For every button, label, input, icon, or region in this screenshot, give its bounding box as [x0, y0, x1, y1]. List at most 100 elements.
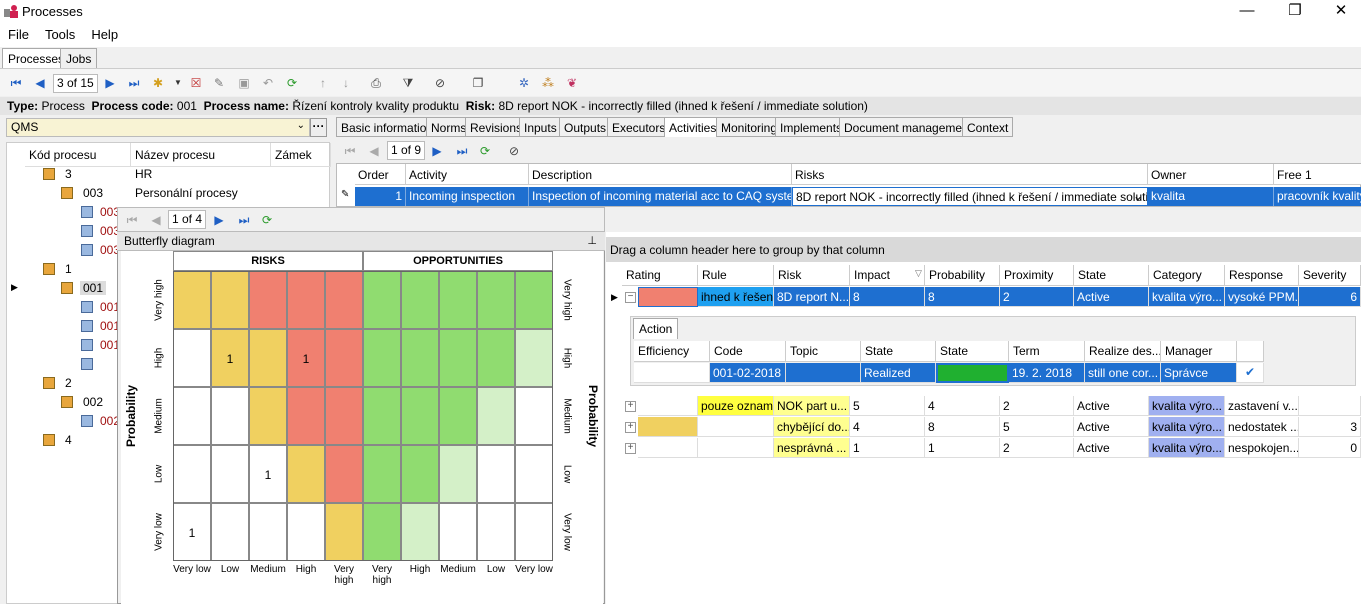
cell-probability[interactable]: 8 [925, 287, 1000, 307]
tree-row[interactable]: 001 [7, 298, 331, 317]
new-record-icon[interactable]: ✱ [152, 76, 164, 90]
cell-response[interactable]: vysoké PPM... [1225, 287, 1299, 307]
col-header-rule[interactable]: Rule [698, 265, 774, 286]
cell-category[interactable]: kvalita výro... [1149, 438, 1225, 458]
cell-proximity[interactable]: 2 [1000, 438, 1074, 458]
cell-impact[interactable]: 4 [850, 417, 925, 437]
col-header-probability[interactable]: Probability [925, 265, 1000, 286]
cell-rule[interactable] [698, 417, 774, 437]
last-record-icon[interactable]: ⏭ [128, 76, 140, 90]
attachment-icon[interactable]: ⊘ [434, 76, 446, 90]
cell-description[interactable]: Inspection of incoming material acc to C… [529, 187, 792, 206]
next-risk-icon[interactable]: ▶ [214, 213, 224, 227]
first-activity-icon[interactable]: ⏮ [344, 144, 356, 158]
action-cell-code[interactable]: 001-02-2018 [710, 363, 786, 383]
copy-icon[interactable]: ❐ [472, 76, 484, 90]
col-header-rating[interactable]: Rating [622, 265, 698, 286]
prev-record-icon[interactable]: ◀ [35, 76, 45, 90]
tree-row[interactable]: 1 [7, 260, 331, 279]
menu-help[interactable]: Help [91, 27, 119, 42]
cell-state[interactable]: Active [1074, 417, 1149, 437]
cell-rating[interactable] [638, 438, 698, 458]
prev-activity-icon[interactable]: ◀ [369, 144, 379, 158]
tab-document-management[interactable]: Document management [839, 117, 978, 137]
col-header-risk[interactable]: Risk [774, 265, 850, 286]
expand-icon[interactable]: + [625, 422, 636, 433]
cell-probability[interactable]: 4 [925, 396, 1000, 416]
action-cell-manager[interactable]: Správce [1161, 363, 1237, 383]
cell-severity[interactable] [1299, 396, 1361, 416]
next-record-icon[interactable]: ▶ [105, 76, 115, 90]
tree-row[interactable] [7, 355, 331, 374]
butterfly-icon[interactable]: ❦ [566, 76, 578, 90]
col-header-proximity[interactable]: Proximity [1000, 265, 1074, 286]
delete-icon[interactable]: ☒ [190, 76, 202, 90]
cell-impact[interactable]: 1 [850, 438, 925, 458]
expand-icon[interactable]: + [625, 443, 636, 454]
action-cell-state[interactable]: Realized [861, 363, 936, 383]
action-col-code[interactable]: Code [710, 341, 786, 362]
save-icon[interactable]: ▣ [238, 76, 250, 90]
tree-row[interactable]: ▶ 001 [7, 279, 331, 298]
col-header-state[interactable]: State [1074, 265, 1149, 286]
cell-rating[interactable] [638, 287, 698, 307]
next-activity-icon[interactable]: ▶ [432, 144, 442, 158]
pin-icon[interactable]: ⊥ [587, 235, 597, 247]
cell-risk[interactable]: NOK part u... [774, 396, 850, 416]
col-header-response[interactable]: Response [1225, 265, 1299, 286]
cell-rating[interactable] [638, 396, 698, 416]
move-up-icon[interactable]: ↑ [320, 76, 326, 90]
edit-icon[interactable]: ✎ [213, 76, 225, 90]
col-activity[interactable]: Activity [406, 164, 529, 185]
action-col-state-color[interactable]: State [936, 341, 1009, 362]
tab-jobs[interactable]: Jobs [60, 48, 98, 68]
cell-proximity[interactable]: 2 [1000, 396, 1074, 416]
tree-header-code[interactable]: Kód procesu [25, 143, 131, 167]
col-order[interactable]: Order [355, 164, 406, 185]
cell-risk[interactable]: nesprávná ... [774, 438, 850, 458]
record-pager[interactable]: 3 of 15 [53, 74, 98, 93]
first-record-icon[interactable]: ⏮ [10, 76, 22, 90]
cell-state[interactable]: Active [1074, 438, 1149, 458]
expand-icon[interactable]: + [625, 401, 636, 412]
filter-icon[interactable]: ⧩ [402, 76, 414, 90]
minimize-button[interactable]: — [1239, 2, 1255, 19]
action-col-topic[interactable]: Topic [786, 341, 861, 362]
cell-response[interactable]: nedostatek ... [1225, 417, 1299, 437]
tree-header-lock[interactable]: Zámek [271, 143, 331, 167]
last-risk-icon[interactable]: ⏭ [238, 213, 250, 227]
cell-category[interactable]: kvalita výro... [1149, 396, 1225, 416]
qms-browse-button[interactable]: ··· [310, 118, 327, 137]
tree-row[interactable]: 002 [7, 412, 331, 431]
risk-pager[interactable]: 1 of 4 [168, 210, 207, 229]
tree-row[interactable]: 3 HR [7, 165, 331, 184]
print-icon[interactable]: ⎙ [371, 76, 381, 90]
cell-impact[interactable]: 5 [850, 396, 925, 416]
cell-probability[interactable]: 1 [925, 438, 1000, 458]
cell-rule[interactable]: ihned k řešení [698, 287, 774, 307]
restore-button[interactable]: ❐ [1288, 2, 1302, 19]
action-col-efficiency[interactable]: Efficiency [634, 341, 710, 362]
cell-category[interactable]: kvalita výro... [1149, 417, 1225, 437]
cell-risk[interactable]: 8D report N... [774, 287, 850, 307]
tab-norms[interactable]: Norms [426, 117, 472, 137]
tree-header-name[interactable]: Název procesu [131, 143, 271, 167]
tree-row[interactable]: 2 [7, 374, 331, 393]
tree-row[interactable]: 003 [7, 203, 331, 222]
tree-row[interactable]: 003 [7, 241, 331, 260]
group-by-bar[interactable]: Drag a column header here to group by th… [606, 237, 1361, 262]
tree-row[interactable]: 001 [7, 317, 331, 336]
action-col-realize-description[interactable]: Realize des... [1085, 341, 1161, 362]
refresh-icon[interactable]: ⟳ [286, 76, 298, 90]
collapse-icon[interactable]: − [625, 292, 636, 303]
cell-probability[interactable]: 8 [925, 417, 1000, 437]
action-cell-efficiency[interactable] [634, 363, 710, 383]
close-button[interactable]: ✕ [1334, 2, 1348, 19]
hierarchy-icon[interactable]: ⁂ [542, 76, 554, 90]
cell-activity[interactable]: Incoming inspection [406, 187, 529, 206]
tab-activities[interactable]: Activities [664, 117, 722, 137]
prev-risk-icon[interactable]: ◀ [151, 213, 161, 227]
col-free1[interactable]: Free 1 [1274, 164, 1361, 185]
action-cell-realize-description[interactable]: still one cor... [1085, 363, 1161, 383]
cell-rule[interactable]: pouze oznamo [698, 396, 774, 416]
